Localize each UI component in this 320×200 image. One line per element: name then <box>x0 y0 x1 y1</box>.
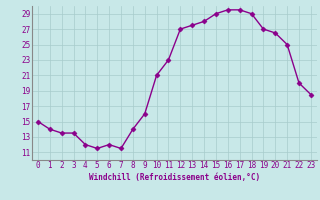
X-axis label: Windchill (Refroidissement éolien,°C): Windchill (Refroidissement éolien,°C) <box>89 173 260 182</box>
